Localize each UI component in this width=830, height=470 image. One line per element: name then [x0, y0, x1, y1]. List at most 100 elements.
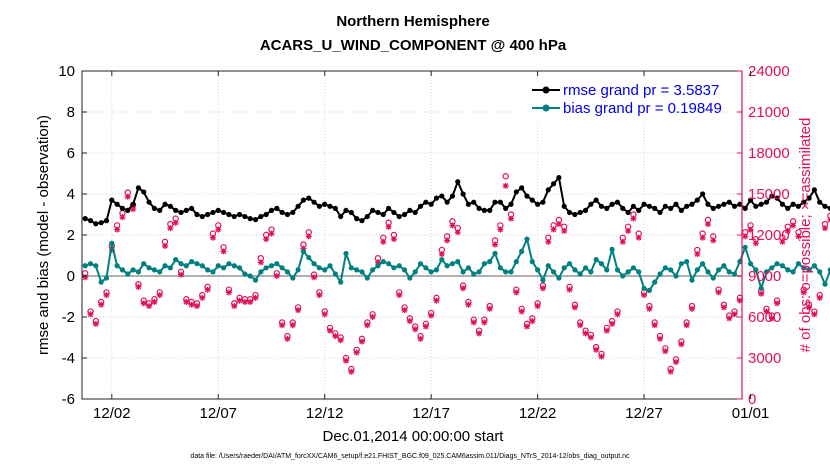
- bias-series-point: [327, 263, 333, 269]
- bias-series-point: [566, 261, 573, 267]
- obs-assimilated-stroke: [258, 259, 264, 266]
- bias-series-point: [449, 261, 456, 267]
- obs-assimilated-stroke: [817, 295, 823, 301]
- bias-series-point: [98, 279, 104, 285]
- rmse-series-point: [130, 201, 136, 207]
- rmse-series-point: [247, 216, 253, 222]
- rmse-series-point: [497, 199, 503, 205]
- x-axis-label: Dec.01,2014 00:00:00 start: [323, 428, 505, 445]
- rmse-series-point: [673, 201, 679, 207]
- bias-series-point: [689, 277, 695, 283]
- obs-assimilated-marker: [167, 225, 174, 232]
- obs-assimilated-marker: [555, 221, 562, 228]
- bias-series-point: [529, 259, 535, 265]
- rmse-series-point: [119, 205, 126, 211]
- bias-series-point: [758, 285, 764, 291]
- bias-series-point: [316, 265, 322, 271]
- obs-assimilated-marker: [571, 304, 578, 311]
- obs-assimilated-stroke: [620, 239, 626, 245]
- rmse-series-point: [811, 187, 817, 193]
- obs-assimilated-marker: [704, 221, 711, 228]
- bias-series-point: [465, 265, 472, 271]
- obs-assimilated-marker: [162, 242, 169, 249]
- rmse-series-point: [364, 213, 370, 220]
- obs-assimilated-stroke: [508, 215, 514, 222]
- obs-assimilated-stroke: [130, 206, 136, 212]
- y-left-tick-label: 2: [67, 227, 75, 244]
- obs-assimilated-marker: [124, 193, 131, 200]
- bias-series-point: [561, 265, 567, 271]
- y-left-tick-label: 6: [67, 145, 75, 162]
- rmse-series-point: [769, 193, 775, 199]
- obs-assimilated-stroke: [550, 226, 557, 233]
- obs-assimilated-marker: [566, 286, 573, 293]
- bias-series-point: [684, 259, 690, 265]
- bias-series-point: [481, 261, 487, 267]
- obs-assimilated-stroke: [556, 221, 562, 227]
- rmse-series-point: [481, 207, 487, 213]
- bias-series-point: [417, 261, 424, 267]
- bias-series-point: [226, 261, 232, 267]
- obs-assimilated-stroke: [790, 222, 796, 229]
- bias-series-point: [710, 275, 716, 281]
- obs-assimilated-marker: [241, 298, 248, 305]
- rmse-series-point: [380, 211, 386, 218]
- rmse-series-point: [476, 205, 482, 211]
- rmse-series-point: [300, 197, 307, 203]
- obs-assimilated-marker: [822, 225, 829, 232]
- bias-series-point: [151, 267, 157, 273]
- obs-assimilated-marker: [481, 319, 488, 326]
- obs-assimilated-stroke: [604, 327, 610, 334]
- bias-series-point: [306, 254, 312, 261]
- y-left-tick-label: 8: [67, 104, 75, 121]
- bias-series-point: [476, 269, 482, 275]
- obs-assimilated-stroke: [609, 321, 615, 327]
- bias-series-point: [604, 267, 610, 273]
- rmse-series-point: [167, 203, 173, 209]
- obs-assimilated-stroke: [242, 299, 248, 305]
- rmse-series-point: [242, 213, 248, 220]
- bias-series-point: [609, 246, 615, 252]
- chart-title-line2: ACARS_U_WIND_COMPONENT @ 400 hPa: [260, 37, 567, 54]
- rmse-series-point: [503, 205, 509, 211]
- rmse-series-point: [385, 205, 392, 211]
- rmse-series-point: [215, 207, 221, 213]
- obs-assimilated-marker: [726, 315, 733, 322]
- obs-assimilated-stroke: [572, 304, 578, 311]
- bias-series-point: [401, 267, 408, 273]
- bias-series-point: [497, 265, 503, 271]
- obs-assimilated-marker: [348, 368, 355, 375]
- bias-series-point: [268, 263, 275, 269]
- bias-series-point: [135, 269, 142, 275]
- rmse-series-point: [417, 203, 424, 209]
- obs-assimilated-marker: [790, 222, 797, 229]
- bias-series-point: [428, 269, 434, 275]
- rmse-series-point: [492, 199, 498, 205]
- obs-assimilated-stroke: [369, 314, 376, 320]
- obs-assimilated-stroke: [279, 322, 285, 328]
- obs-assimilated-marker: [763, 308, 770, 315]
- obs-assimilated-stroke: [652, 322, 658, 328]
- bias-series-point: [471, 271, 477, 277]
- obs-assimilated-stroke: [737, 297, 743, 304]
- obs-assimilated-marker: [768, 315, 775, 322]
- obs-assimilated-marker: [140, 300, 147, 307]
- rmse-series-point: [806, 195, 812, 201]
- rmse-series-point: [199, 213, 205, 220]
- bias-series-point: [519, 248, 525, 254]
- obs-assimilated-marker: [587, 334, 594, 341]
- bias-series-point: [508, 269, 514, 275]
- obs-assimilated-marker: [800, 289, 807, 296]
- obs-assimilated-stroke: [167, 225, 174, 231]
- obs-assimilated-marker: [529, 318, 536, 325]
- obs-assimilated-stroke: [215, 226, 221, 233]
- obs-assimilated-stroke: [582, 330, 589, 337]
- legend-bias-marker: [542, 104, 550, 112]
- obs-assimilated-marker: [508, 215, 514, 222]
- obs-assimilated-marker: [225, 289, 232, 296]
- bias-series-point: [455, 259, 461, 265]
- obs-assimilated-stroke: [327, 327, 333, 334]
- obs-assimilated-stroke: [93, 321, 99, 327]
- rmse-series-point: [620, 205, 626, 211]
- obs-assimilated-stroke: [513, 289, 519, 296]
